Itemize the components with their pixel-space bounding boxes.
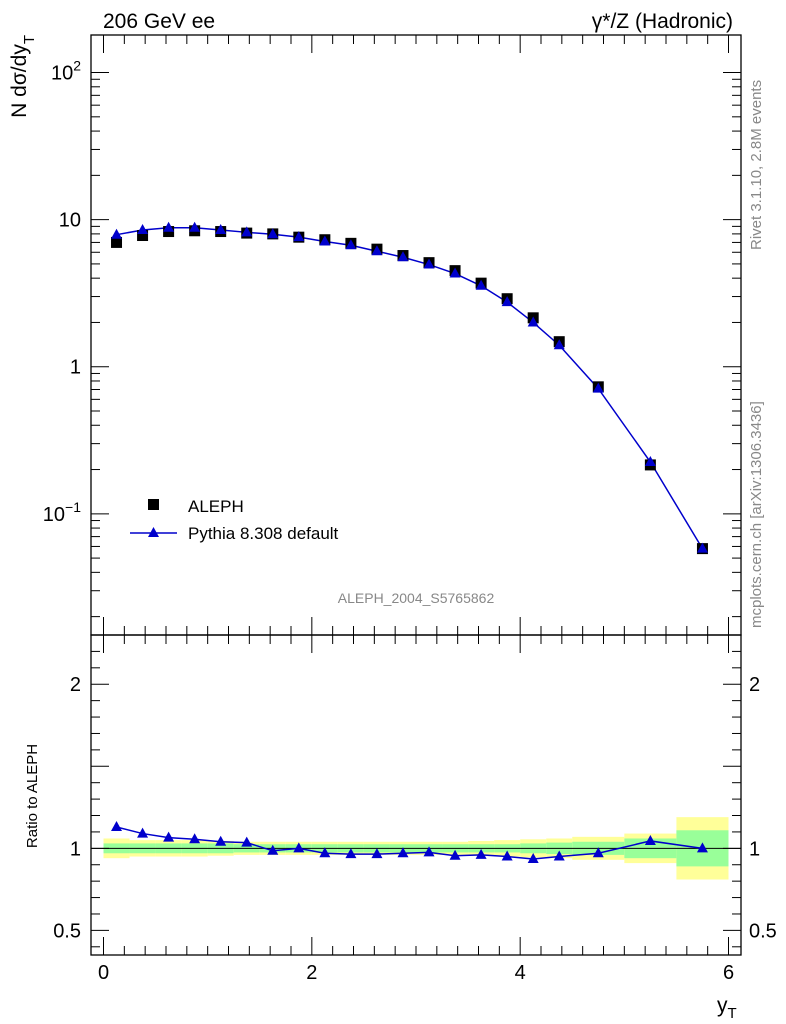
mc-point [215, 224, 227, 235]
rivet-version-label: Rivet 3.1.10, 2.8M events [748, 80, 765, 250]
ratio-mc-point [267, 844, 279, 855]
ratio-mc-points [111, 821, 708, 863]
mcplots-label: mcplots.cern.ch [arXiv:1306.3436] [748, 401, 765, 628]
ratio-mc-point [501, 850, 513, 861]
ratio-mc-point [111, 821, 123, 831]
ratio-mc-point [215, 835, 227, 846]
x-tick-label: 6 [723, 962, 734, 984]
ratio-y-tick-label: 2 [70, 674, 81, 696]
main-y-tick-label: 1 [70, 357, 81, 379]
mc-point [501, 296, 513, 307]
analysis-id: ALEPH_2004_S5765862 [338, 590, 495, 606]
ratio-mc-point [397, 847, 409, 858]
mc-point [319, 235, 331, 246]
legend-label-mc: Pythia 8.308 default [188, 524, 339, 543]
aleph-data-point [111, 236, 123, 248]
ratio-mc-point [319, 847, 331, 858]
legend: ALEPH Pythia 8.308 default [130, 497, 339, 543]
ratio-mc-point [449, 849, 461, 860]
ratio-mc-point [423, 846, 435, 857]
x-tick-label: 0 [98, 962, 109, 984]
main-y-tick-labels: 102 10 1 10−1 [43, 58, 81, 526]
ratio-mc-point [553, 850, 565, 861]
mc-point [592, 382, 604, 393]
x-tick-label: 4 [515, 962, 526, 984]
ratio-y-tick-label: 1 [70, 838, 81, 860]
main-mc-points [111, 221, 708, 553]
legend-label-aleph: ALEPH [188, 497, 244, 516]
mc-point [423, 258, 435, 269]
main-y-tick-label: 102 [51, 58, 81, 85]
x-tick-label: 2 [306, 962, 317, 984]
ratio-y-tick-label-right: 2 [749, 674, 760, 696]
mc-point [293, 231, 305, 242]
mc-point [189, 221, 201, 232]
mc-point [111, 228, 123, 239]
main-y-axis-label: N dσ/dyT [8, 35, 38, 118]
ratio-mc-point [163, 831, 175, 842]
mc-point [397, 251, 409, 262]
ratio-mc-point [345, 848, 357, 859]
mc-point [137, 224, 149, 235]
main-y-tick-label: 10−1 [43, 499, 81, 526]
ratio-mc-point [241, 836, 253, 847]
main-y-tick-label: 10 [59, 210, 81, 232]
main-frame [90, 34, 742, 636]
ratio-mc-point [592, 847, 604, 858]
ratio-mc-point [644, 834, 656, 845]
ratio-mc-point [137, 827, 149, 838]
ratio-mc-point [475, 848, 487, 859]
mc-point [449, 267, 461, 278]
mc-point [345, 239, 357, 250]
mc-point [644, 456, 656, 467]
main-axis-ticks [91, 35, 741, 635]
mc-point [267, 228, 279, 239]
aleph-data-point [137, 230, 149, 242]
legend-marker-mc [148, 527, 159, 537]
legend-marker-aleph [148, 499, 159, 510]
mc-point [696, 542, 708, 553]
x-axis-label: yT [717, 994, 737, 1022]
header-left: 206 GeV ee [103, 10, 215, 33]
ratio-y-tick-label: 0.5 [53, 920, 81, 942]
ratio-panel: 0.5 0.5 1 1 2 2 0 2 4 6 Ratio to ALEPH yT [24, 634, 777, 1022]
ratio-mc-point [527, 853, 539, 863]
ratio-y-tick-label-right: 0.5 [749, 920, 777, 942]
mc-point [553, 339, 565, 350]
mc-point [241, 226, 253, 237]
mc-point [163, 221, 175, 232]
ratio-y-tick-labels: 0.5 0.5 1 1 2 2 [53, 674, 777, 942]
ratio-mc-point [293, 842, 305, 853]
ratio-frame [90, 634, 742, 956]
ratio-y-axis-label: Ratio to ALEPH [24, 744, 41, 848]
ratio-mc-point [696, 842, 708, 853]
ratio-y-tick-label-right: 1 [749, 838, 760, 860]
ratio-axis-ticks [91, 635, 741, 955]
mc-point [527, 316, 539, 327]
header-right: γ*/Z (Hadronic) [592, 10, 733, 33]
mc-point [475, 279, 487, 290]
x-tick-labels: 0 2 4 6 [98, 962, 734, 984]
ratio-mc-point [371, 848, 383, 859]
ratio-mc-point [189, 833, 201, 844]
mc-point [371, 245, 383, 256]
